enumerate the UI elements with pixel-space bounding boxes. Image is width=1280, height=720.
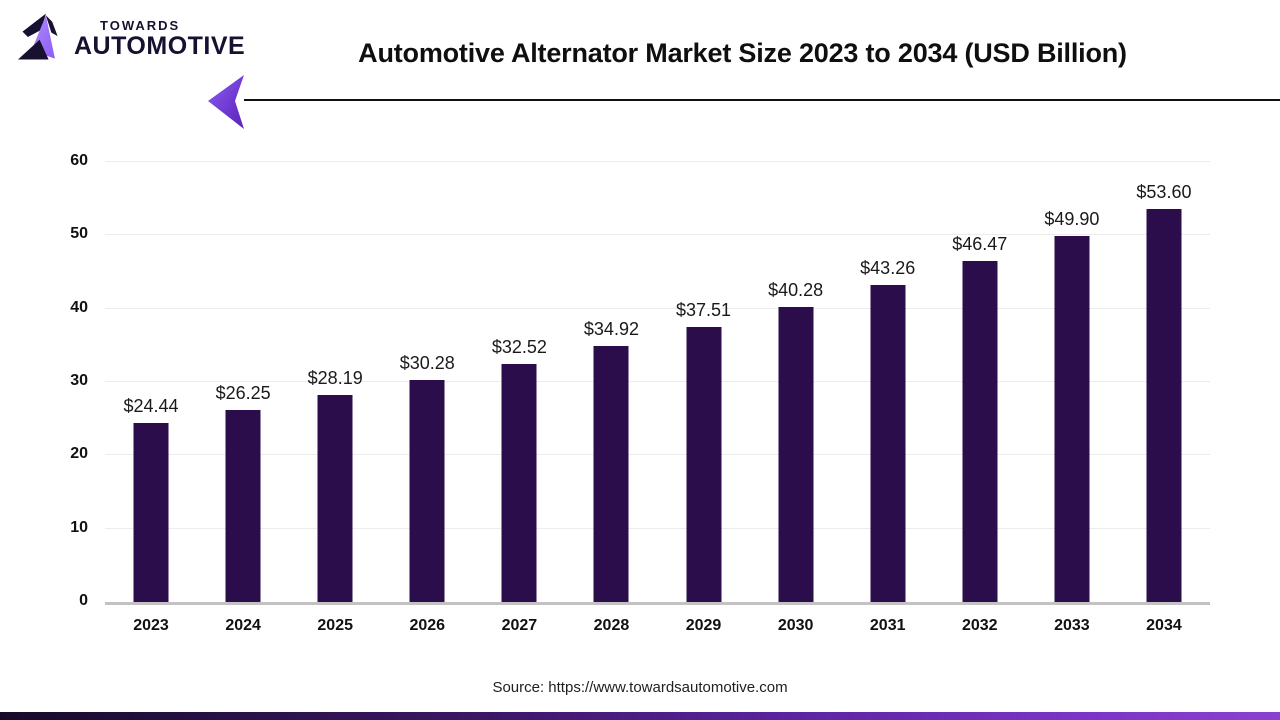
bar-slot-2025: $28.19 2025 [289,162,381,634]
bar-value-label-2033: $49.90 [1044,209,1100,230]
bar-slot-2029: $37.51 2029 [658,162,750,634]
x-axis-label-2031: 2031 [869,617,906,634]
bottom-gradient-bar [0,712,1280,720]
x-axis-label-2024: 2024 [225,617,261,634]
x-axis-label-2029: 2029 [685,617,722,634]
bar-2028 [593,345,629,602]
bar-slot-2034: $53.60 2034 [1118,162,1210,634]
bar-value-label-2028: $34.92 [583,318,639,339]
bar-2024 [225,409,261,602]
bar-slot-2028: $34.92 2028 [565,162,657,634]
x-axis-label-2034: 2034 [1146,617,1182,634]
x-axis-label-2028: 2028 [593,617,630,634]
bar-value-label-2027: $32.52 [491,336,547,357]
bar-value-label-2030: $40.28 [768,279,824,300]
brand-logo: TOWARDS AUTOMOTIVE [18,12,245,62]
bar-2034 [1146,208,1182,602]
gridline-40 [105,307,1210,309]
bar-slot-2024: $26.25 2024 [197,162,289,635]
bar-value-label-2029: $37.51 [676,299,732,320]
x-axis-label-2027: 2027 [501,617,538,634]
bar-value-label-2032: $46.47 [952,234,1008,255]
bar-2032 [962,261,998,602]
bar-slot-2033: $49.90 2033 [1026,162,1118,634]
bar-2026 [409,379,445,602]
y-axis-label-60: 60 [70,152,88,169]
bar-2033 [1054,236,1090,602]
source-attribution: Source: https://www.towardsautomotive.co… [492,679,788,696]
bar-slot-2032: $46.47 2032 [934,162,1026,634]
bar-value-label-2026: $30.28 [399,352,455,373]
x-axis-label-2032: 2032 [961,617,998,634]
brand-a-mark-icon [18,13,58,60]
bar-slot-2030: $40.28 2030 [750,162,842,634]
bar-2031 [870,284,906,602]
bar-2029 [686,326,722,602]
y-axis-label-20: 20 [70,445,88,463]
brand-text: TOWARDS AUTOMOTIVE [74,12,245,61]
x-axis-label-2030: 2030 [777,617,814,634]
bar-2025 [317,395,353,602]
bar-chart-plot-area: 0 10 20 30 40 50 60 $24.44 2023 $26.25 2024 $28.19 2… [70,152,1210,635]
bar-2030 [778,306,814,602]
gridline-30 [105,381,1210,382]
bar-slot-2027: $32.52 2027 [473,162,565,634]
y-axis-label-0: 0 [79,592,88,609]
x-axis-label-2025: 2025 [317,617,353,634]
brand-line-automotive: AUTOMOTIVE [74,32,246,60]
bar-value-label-2024: $26.25 [215,382,271,403]
gridline-20 [105,454,1210,456]
bar-2027 [501,363,537,602]
x-axis-label-2026: 2026 [409,617,446,634]
gridline-50 [105,234,1210,236]
y-axis-label-50: 50 [70,225,88,243]
bar-value-label-2034: $53.60 [1136,181,1192,202]
bar-slot-2031: $43.26 2031 [842,162,934,634]
bar-slot-2026: $30.28 2026 [381,162,473,634]
bar-slot-2023: $24.44 2023 [105,162,197,634]
y-axis-label-30: 30 [70,372,88,389]
arrow-line [244,99,1280,101]
gridline-10 [105,527,1210,529]
bar-value-label-2031: $43.26 [860,257,916,278]
y-axis-label-40: 40 [70,298,88,316]
x-axis-label-2023: 2023 [133,617,169,634]
brand-line-towards: TOWARDS [100,18,181,33]
page-title: Automotive Alternator Market Size 2023 t… [358,38,1127,68]
y-axis-label-10: 10 [70,518,88,536]
bar-2023 [133,422,169,602]
bar-value-label-2023: $24.44 [123,395,179,416]
bar-value-label-2025: $28.19 [307,368,363,389]
x-axis-label-2033: 2033 [1054,617,1090,634]
gridline-60 [105,161,1210,162]
arrow-left-icon [208,75,244,129]
